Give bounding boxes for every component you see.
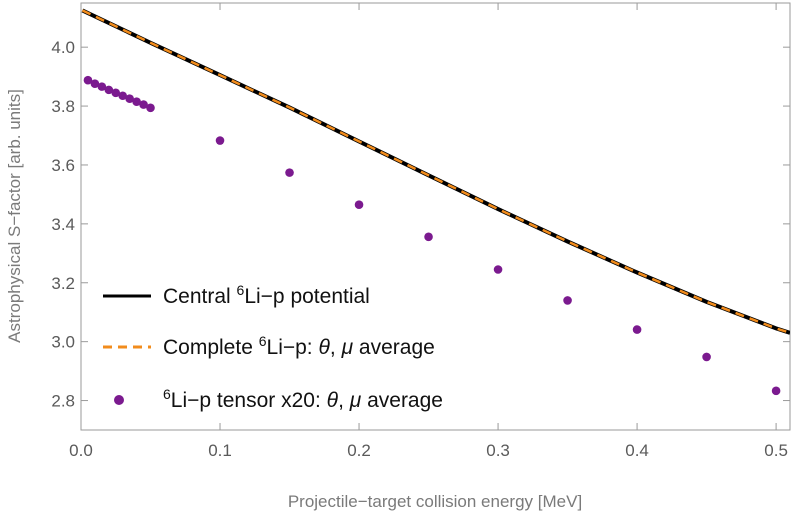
complete-series-line xyxy=(81,9,790,334)
tensor-point xyxy=(354,200,364,210)
legend: Central 6Li−p potential Complete 6Li−p: θ… xyxy=(103,282,443,412)
tensor-point xyxy=(563,296,572,305)
x-tick-label: 0.0 xyxy=(69,441,93,460)
x-axis-title: Projectile−target collision energy [MeV] xyxy=(288,492,582,511)
legend-label: Central 6Li−p potential xyxy=(163,282,370,308)
legend-label: 6Li−p tensor x20: θ, μ average xyxy=(163,386,443,412)
y-axis-title: Astrophysical S−factor [arb. units] xyxy=(5,89,24,343)
series-layer xyxy=(81,8,790,396)
tensor-point xyxy=(97,82,107,91)
tensor-point xyxy=(118,91,128,101)
axis-ticks: 0.0 0.1 0.2 0.3 0.4 0.5 2.8 3.0 3.2 3.4 3.6 3.8 4.0 xyxy=(51,3,790,460)
y-tick-label: 3.6 xyxy=(51,156,75,175)
x-tick-label: 0.1 xyxy=(208,441,232,460)
tensor-point xyxy=(125,94,134,104)
legend-label: Complete 6Li−p: θ, μ average xyxy=(163,333,435,359)
tensor-point xyxy=(111,88,121,98)
y-tick-label: 4.0 xyxy=(51,38,75,57)
tensor-point xyxy=(702,352,711,362)
tensor-point xyxy=(285,168,294,177)
tensor-point xyxy=(83,75,93,85)
tensor-point xyxy=(139,100,148,109)
tensor-point xyxy=(215,136,225,145)
y-tick-label: 3.8 xyxy=(51,97,75,116)
tensor-point xyxy=(104,85,114,95)
x-tick-label: 0.5 xyxy=(764,441,788,460)
tensor-point xyxy=(146,103,155,113)
x-tick-label: 0.4 xyxy=(625,441,649,460)
legend-marker-points xyxy=(114,395,124,405)
tensor-point xyxy=(424,232,433,242)
y-tick-label: 3.2 xyxy=(51,274,75,293)
y-tick-label: 3.0 xyxy=(51,333,75,352)
tensor-point xyxy=(90,79,100,88)
tensor-point xyxy=(132,97,141,106)
x-tick-label: 0.2 xyxy=(347,441,371,460)
tensor-point xyxy=(771,386,781,396)
plot-frame xyxy=(80,2,791,431)
tensor-point xyxy=(493,265,503,274)
tensor-point xyxy=(632,325,642,334)
x-tick-label: 0.3 xyxy=(486,441,510,460)
y-tick-label: 3.4 xyxy=(51,215,75,234)
y-tick-label: 2.8 xyxy=(51,392,75,411)
